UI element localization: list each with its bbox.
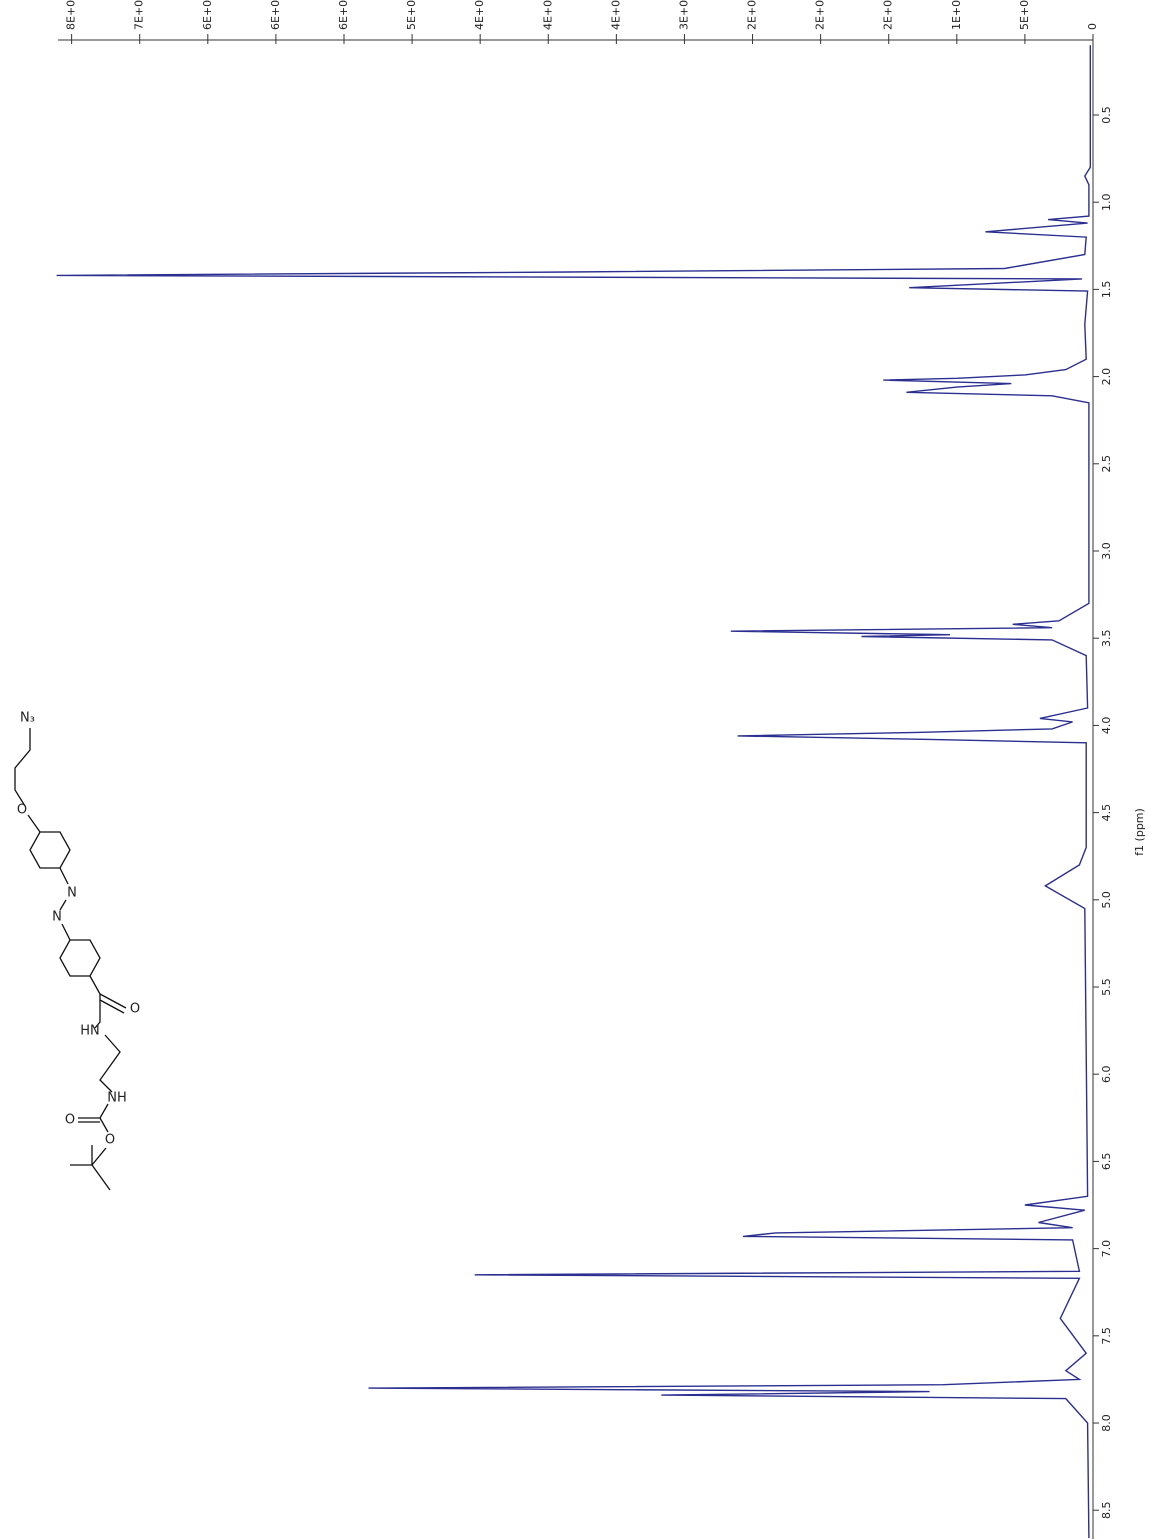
x-tick-label: 6.5: [1100, 1153, 1113, 1171]
x-tick-label: 5.5: [1100, 978, 1113, 996]
atom-label: HN: [80, 1024, 100, 1039]
bond: [99, 993, 127, 1009]
x-tick-label: 7.0: [1100, 1240, 1113, 1258]
y-tick-label: 2E+07: [746, 0, 759, 30]
bond: [61, 923, 71, 941]
y-tick-label: 0: [1086, 23, 1099, 30]
atom-label: NH: [107, 1091, 127, 1106]
y-tick-label: 6E+07: [201, 0, 214, 30]
bond: [99, 999, 125, 1014]
x-tick-label: 4.0: [1100, 717, 1113, 735]
x-tick-label: 2.5: [1100, 455, 1113, 473]
x-tick-label: 3.0: [1100, 542, 1113, 560]
y-tick-label: 4E+07: [473, 0, 486, 30]
x-tick-label: 3.5: [1100, 629, 1113, 647]
atom-label: O: [65, 1113, 75, 1128]
atom-label: O: [105, 1133, 115, 1148]
x-tick-label: 2.0: [1100, 368, 1113, 386]
ring: [29, 831, 71, 869]
y-tick-label: 5E+06: [1018, 0, 1031, 30]
x-tick-label: 7.5: [1100, 1327, 1113, 1345]
atom-label: N: [52, 910, 62, 925]
y-tick-label: 2E+07: [882, 0, 895, 30]
atom-label: O: [17, 803, 27, 818]
ring: [59, 939, 101, 977]
bond: [91, 1147, 111, 1191]
bond: [89, 975, 101, 995]
bond: [94, 994, 101, 1029]
x-axis-label: f1 (ppm): [1133, 808, 1146, 856]
x-tick-label: 6.0: [1100, 1065, 1113, 1083]
y-tick-label: 6E+07: [269, 0, 282, 30]
bond: [99, 1117, 109, 1133]
y-tick-label: 3E+07: [677, 0, 690, 30]
atom-label: O: [130, 1002, 140, 1017]
x-tick-label: 5.0: [1100, 891, 1113, 909]
y-tick-label: 2E+07: [814, 0, 827, 30]
y-tick-label: 7E+07: [133, 0, 146, 30]
x-tick-label: 8.0: [1100, 1414, 1113, 1432]
y-tick-label: 6E+07: [337, 0, 350, 30]
atom-label: N₃: [20, 711, 35, 726]
spectrum-line: [56, 45, 1091, 1539]
bond: [27, 814, 41, 833]
x-tick-label: 1.5: [1100, 281, 1113, 299]
x-tick-label: 0.5: [1100, 106, 1113, 124]
bond: [59, 899, 67, 911]
bond: [99, 1034, 121, 1093]
y-tick-label: 4E+07: [609, 0, 622, 30]
y-tick-label: 5E+07: [405, 0, 418, 30]
molecule-structure: N₃ O N N O HN NH O O: [14, 711, 140, 1191]
bond: [14, 728, 31, 807]
atom-label: N: [67, 886, 77, 901]
y-tick-label: 8E+07: [65, 0, 78, 30]
y-tick-label: 4E+07: [541, 0, 554, 30]
x-tick-label: 1.0: [1100, 193, 1113, 211]
x-tick-label: 4.5: [1100, 804, 1113, 822]
bond: [78, 1103, 109, 1119]
x-tick-label: 8.5: [1100, 1501, 1113, 1519]
bond: [59, 867, 69, 885]
y-tick-label: 1E+07: [950, 0, 963, 30]
